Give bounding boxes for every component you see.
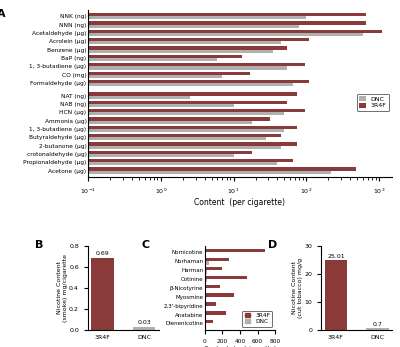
- Bar: [0, 109, 305, 112]
- Y-axis label: Nicotine Content
(cut tobacco) mg/g: Nicotine Content (cut tobacco) mg/g: [292, 258, 303, 318]
- Bar: [0, 33, 363, 36]
- Bar: [0, 22, 366, 25]
- Text: 0.69: 0.69: [96, 251, 110, 256]
- Bar: [0, 58, 218, 61]
- Text: D: D: [268, 239, 278, 249]
- Bar: [0, 143, 297, 146]
- Bar: [133, 327, 156, 330]
- Bar: [0, 129, 284, 132]
- Bar: [0, 25, 299, 28]
- Text: 0.03: 0.03: [137, 320, 151, 325]
- Bar: [0, 101, 288, 104]
- Text: C: C: [141, 239, 149, 249]
- Bar: [0, 92, 297, 95]
- Bar: [366, 328, 389, 330]
- Bar: [0, 46, 288, 50]
- Bar: [0, 13, 366, 16]
- Bar: [205, 270, 207, 273]
- Bar: [91, 258, 114, 330]
- X-axis label: Content  (ug/cigarette): Content (ug/cigarette): [204, 346, 276, 347]
- Bar: [0, 154, 234, 157]
- Bar: [0, 83, 293, 86]
- Bar: [205, 302, 216, 306]
- Bar: [205, 249, 265, 252]
- Text: 25.01: 25.01: [327, 254, 345, 259]
- Bar: [0, 162, 278, 166]
- Bar: [205, 311, 226, 315]
- Bar: [0, 171, 331, 174]
- Bar: [0, 50, 273, 53]
- Bar: [0, 117, 270, 120]
- Text: 0.7: 0.7: [372, 322, 382, 327]
- Bar: [0, 30, 382, 33]
- Bar: [0, 104, 234, 107]
- Bar: [205, 297, 206, 300]
- Bar: [205, 285, 220, 288]
- Text: B: B: [35, 239, 43, 249]
- Bar: [205, 258, 229, 261]
- Bar: [0, 41, 281, 44]
- Bar: [324, 260, 347, 330]
- Bar: [205, 261, 209, 265]
- Bar: [0, 126, 297, 129]
- Bar: [205, 276, 247, 279]
- Bar: [205, 315, 206, 318]
- Bar: [205, 294, 234, 297]
- Bar: [0, 151, 252, 154]
- Bar: [0, 112, 284, 116]
- Bar: [0, 71, 250, 75]
- Legend: 3R4F, DNC: 3R4F, DNC: [242, 311, 272, 327]
- Bar: [0, 146, 281, 149]
- Bar: [205, 267, 222, 270]
- Bar: [205, 320, 213, 323]
- Bar: [205, 252, 206, 256]
- Bar: [205, 279, 206, 282]
- Bar: [0, 120, 252, 124]
- Bar: [0, 66, 288, 69]
- Bar: [0, 159, 293, 162]
- Bar: [0, 95, 190, 99]
- Bar: [0, 80, 309, 83]
- Text: A: A: [0, 9, 6, 19]
- Bar: [0, 75, 222, 78]
- Legend: DNC, 3R4F: DNC, 3R4F: [357, 94, 389, 111]
- Bar: [0, 134, 281, 137]
- Bar: [0, 137, 266, 141]
- Y-axis label: Nicotine Content
(smoke) mg/cigarette: Nicotine Content (smoke) mg/cigarette: [57, 254, 68, 322]
- Bar: [0, 55, 242, 58]
- Bar: [0, 168, 356, 171]
- Bar: [0, 63, 305, 66]
- X-axis label: Content  (per cigarette): Content (per cigarette): [194, 198, 286, 208]
- Bar: [0, 16, 306, 19]
- Bar: [0, 38, 309, 41]
